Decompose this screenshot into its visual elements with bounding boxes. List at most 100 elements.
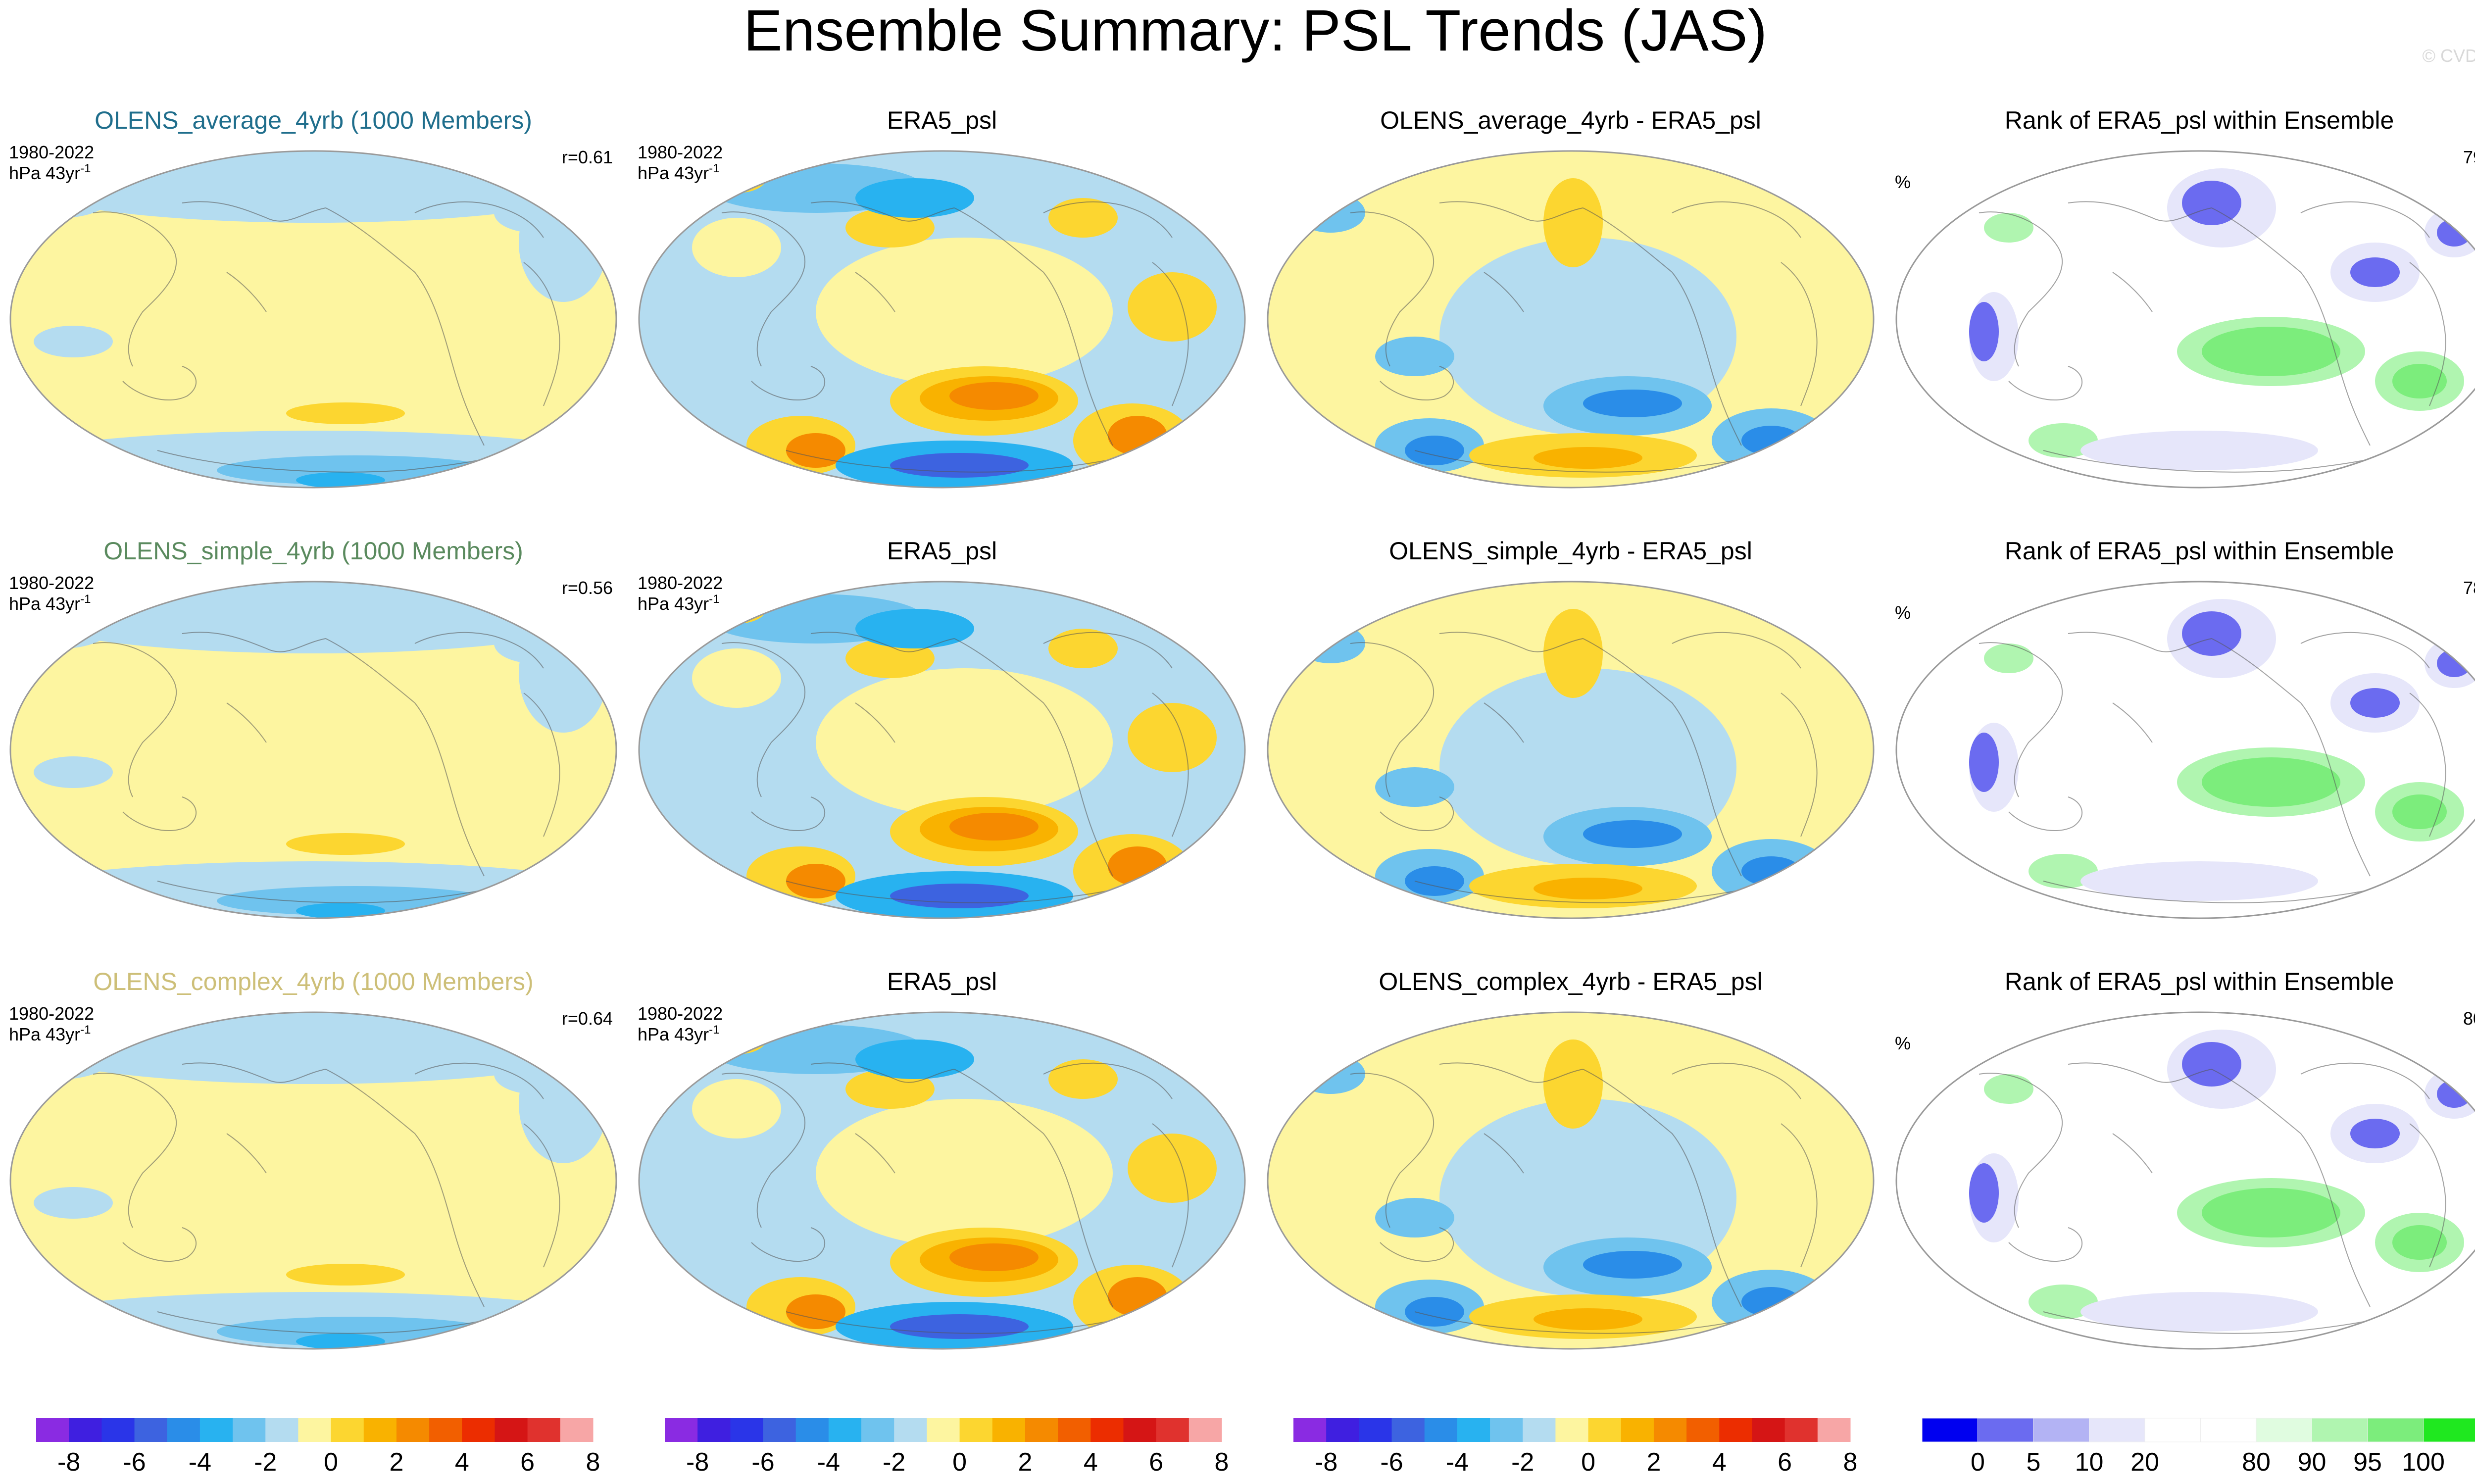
colorbar-tick-label: 5 (2027, 1448, 2041, 1477)
coastline (523, 1123, 560, 1268)
coastline (414, 201, 544, 238)
units-label: hPa 43yr-1 (638, 593, 719, 614)
coastline (2043, 881, 2390, 903)
colorbar-tick-label: -6 (123, 1448, 146, 1477)
trend-colorbar: -8 -6 -4 -2 0 2 4 6 8 (1293, 1418, 1857, 1477)
colorbar-swatch (1090, 1418, 1124, 1442)
map-panel-rank-row2 (1895, 581, 2475, 919)
diff-title: OLENS_average_4yrb - ERA5_psl (1380, 106, 1761, 134)
trend-region (692, 648, 781, 708)
units-label: hPa 43yr-1 (9, 1023, 91, 1044)
trend-region (816, 238, 1113, 386)
obs-title: ERA5_psl (887, 106, 997, 134)
coastline (2068, 201, 2212, 222)
trend-region (1108, 846, 1167, 886)
coastline (1043, 1062, 1173, 1099)
map-panel-obs-row1 (638, 150, 1246, 489)
trend-region (34, 326, 113, 357)
colorbar-tick-label: 95 (2353, 1448, 2382, 1477)
trend-region (786, 864, 845, 898)
colorbar-tick-label: -2 (1511, 1448, 1534, 1477)
trend-colorbar: -8 -6 -4 -2 0 2 4 6 8 (665, 1418, 1229, 1477)
trend-region (1741, 426, 1801, 455)
coastline (1152, 693, 1189, 837)
trend-region (1048, 629, 1118, 668)
coastline (226, 702, 267, 743)
obs-title: ERA5_psl (887, 537, 997, 565)
period-label: 1980-2022 (638, 142, 723, 162)
coastline (786, 450, 1133, 473)
map-outline (1267, 581, 1875, 919)
map-outline (638, 1011, 1246, 1350)
coastline (2112, 702, 2153, 743)
units-label: hPa 43yr-1 (638, 1023, 719, 1044)
map-fill (1268, 1012, 1874, 1349)
colorbar-tick-label: 0 (1971, 1448, 1985, 1477)
coastline (182, 632, 326, 652)
coastline (325, 638, 485, 877)
coastline (1781, 693, 1818, 837)
map-outline (1267, 1011, 1875, 1350)
coastline (2409, 693, 2446, 837)
colorbar-swatch (2367, 1418, 2424, 1442)
period-label: 1980-2022 (9, 573, 94, 593)
coastline (810, 1062, 955, 1083)
trend-region (692, 1079, 781, 1138)
trend-region (296, 1334, 385, 1349)
rank-region (2182, 1042, 2241, 1087)
colorbar-swatch (495, 1418, 528, 1442)
map-outline (9, 150, 617, 489)
coastline (1350, 211, 1435, 367)
coastline (855, 272, 895, 312)
coastline (810, 632, 955, 652)
colorbar-swatch (527, 1418, 561, 1442)
map-outline (9, 581, 617, 919)
colorbar-swatch (1653, 1418, 1687, 1442)
colorbar-swatch (1719, 1418, 1752, 1442)
trend-region (890, 884, 1029, 908)
units-label: hPa 43yr-1 (638, 162, 719, 183)
colorbar-swatch (560, 1418, 594, 1442)
coastline (157, 881, 504, 903)
colorbar-tick-label: -2 (883, 1448, 905, 1477)
coastline (157, 450, 504, 473)
map-fill (1268, 151, 1874, 488)
coastline (2068, 1062, 2212, 1083)
colorbar-swatch (1784, 1418, 1818, 1442)
model-title: OLENS_simple_4yrb (1000 Members) (103, 537, 523, 565)
map-outline (638, 150, 1246, 489)
rank-region (1984, 1074, 2033, 1104)
coastline (1583, 1069, 1742, 1307)
colorbar-swatch (1490, 1418, 1523, 1442)
rank-region (2350, 688, 2400, 718)
trend-region (1534, 447, 1642, 469)
coastline (1380, 1227, 1454, 1262)
colorbar-swatch (730, 1418, 764, 1442)
trend-region (1128, 1134, 1217, 1203)
rank-percent-label: 79% (2463, 147, 2475, 167)
coastline (2211, 638, 2371, 877)
rank-region (2080, 431, 2318, 470)
trend-region (1375, 767, 1454, 807)
colorbar-tick-label: 20 (2130, 1448, 2159, 1477)
map-outline (638, 581, 1246, 919)
colorbar-tick-label: -4 (189, 1448, 211, 1477)
coastline (2300, 632, 2430, 669)
trend-region (519, 183, 608, 302)
colorbar-swatch (828, 1418, 862, 1442)
map-panel-model-row1 (9, 150, 617, 489)
rank-region (2392, 364, 2447, 398)
map-panel-rank-row1 (1895, 150, 2475, 489)
trend-region (816, 1099, 1113, 1247)
coastline (226, 272, 267, 312)
colorbar-tick-label: 4 (1084, 1448, 1098, 1477)
rank-region (2437, 219, 2472, 247)
coastline (1439, 632, 1584, 652)
trend-region (1296, 624, 1365, 663)
diff-title: OLENS_complex_4yrb - ERA5_psl (1379, 968, 1762, 995)
trend-region (949, 1243, 1039, 1271)
colorbar-tick-label: 4 (455, 1448, 469, 1477)
diff-title: OLENS_simple_4yrb - ERA5_psl (1389, 537, 1752, 565)
coastline (1439, 201, 1584, 222)
